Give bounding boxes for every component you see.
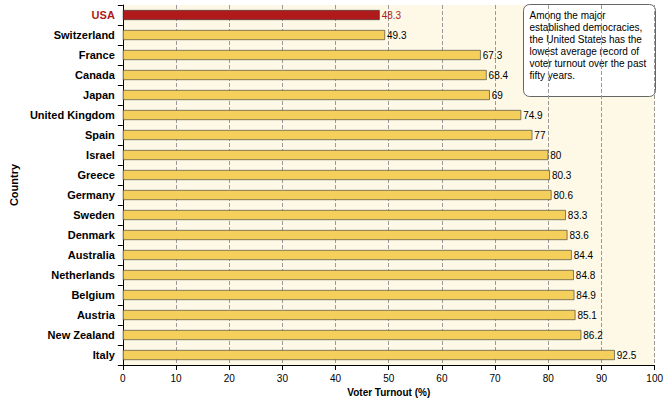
svg-text:Australia: Australia: [68, 249, 116, 261]
svg-text:80: 80: [550, 150, 562, 161]
svg-text:Greece: Greece: [78, 169, 115, 181]
svg-text:80.3: 80.3: [552, 170, 572, 181]
svg-text:60: 60: [436, 373, 448, 384]
svg-text:86.2: 86.2: [583, 330, 603, 341]
svg-text:Denmark: Denmark: [68, 229, 116, 241]
svg-text:voter turnout over the past: voter turnout over the past: [530, 58, 650, 69]
svg-text:USA: USA: [92, 9, 115, 21]
svg-text:20: 20: [224, 373, 236, 384]
svg-text:10: 10: [170, 373, 182, 384]
svg-text:70: 70: [490, 373, 502, 384]
svg-text:lowest average record of: lowest average record of: [530, 46, 642, 57]
svg-text:Belgium: Belgium: [71, 289, 115, 301]
svg-text:74.9: 74.9: [523, 110, 543, 121]
svg-text:New Zealand: New Zealand: [48, 329, 115, 341]
svg-text:80: 80: [543, 373, 555, 384]
svg-text:90: 90: [596, 373, 608, 384]
svg-text:83.3: 83.3: [568, 210, 588, 221]
svg-text:United Kingdom: United Kingdom: [30, 109, 115, 121]
svg-text:fifty years.: fifty years.: [530, 70, 576, 81]
svg-text:0: 0: [120, 373, 126, 384]
svg-text:Israel: Israel: [86, 149, 115, 161]
svg-text:84.9: 84.9: [576, 290, 596, 301]
svg-text:Among the major: Among the major: [530, 10, 609, 21]
svg-text:83.6: 83.6: [569, 230, 589, 241]
svg-text:40: 40: [330, 373, 342, 384]
svg-text:80.6: 80.6: [553, 190, 573, 201]
svg-text:established democracies,: established democracies,: [530, 22, 646, 33]
svg-text:the United States has the: the United States has the: [530, 34, 645, 45]
svg-text:Switzerland: Switzerland: [54, 29, 115, 41]
svg-text:68.4: 68.4: [489, 70, 509, 81]
svg-text:48.3: 48.3: [382, 10, 402, 21]
svg-text:100: 100: [646, 373, 663, 384]
svg-text:69: 69: [492, 90, 504, 101]
svg-text:Voter Turnout (%): Voter Turnout (%): [347, 387, 430, 398]
svg-text:92.5: 92.5: [617, 350, 637, 361]
svg-text:84.8: 84.8: [576, 270, 596, 281]
svg-text:Canada: Canada: [75, 69, 116, 81]
svg-text:Country: Country: [8, 163, 20, 206]
svg-text:Japan: Japan: [83, 89, 115, 101]
svg-text:Netherlands: Netherlands: [51, 269, 115, 281]
svg-text:Spain: Spain: [85, 129, 115, 141]
svg-text:50: 50: [383, 373, 395, 384]
svg-text:30: 30: [277, 373, 289, 384]
svg-text:49.3: 49.3: [387, 30, 407, 41]
svg-text:Germany: Germany: [67, 189, 116, 201]
svg-text:77: 77: [534, 130, 546, 141]
svg-text:Italy: Italy: [93, 349, 116, 361]
svg-text:67.3: 67.3: [483, 50, 503, 61]
svg-text:Austria: Austria: [77, 309, 116, 321]
svg-text:84.4: 84.4: [574, 250, 594, 261]
svg-text:85.1: 85.1: [577, 310, 597, 321]
svg-text:Sweden: Sweden: [73, 209, 115, 221]
svg-text:France: France: [79, 49, 115, 61]
